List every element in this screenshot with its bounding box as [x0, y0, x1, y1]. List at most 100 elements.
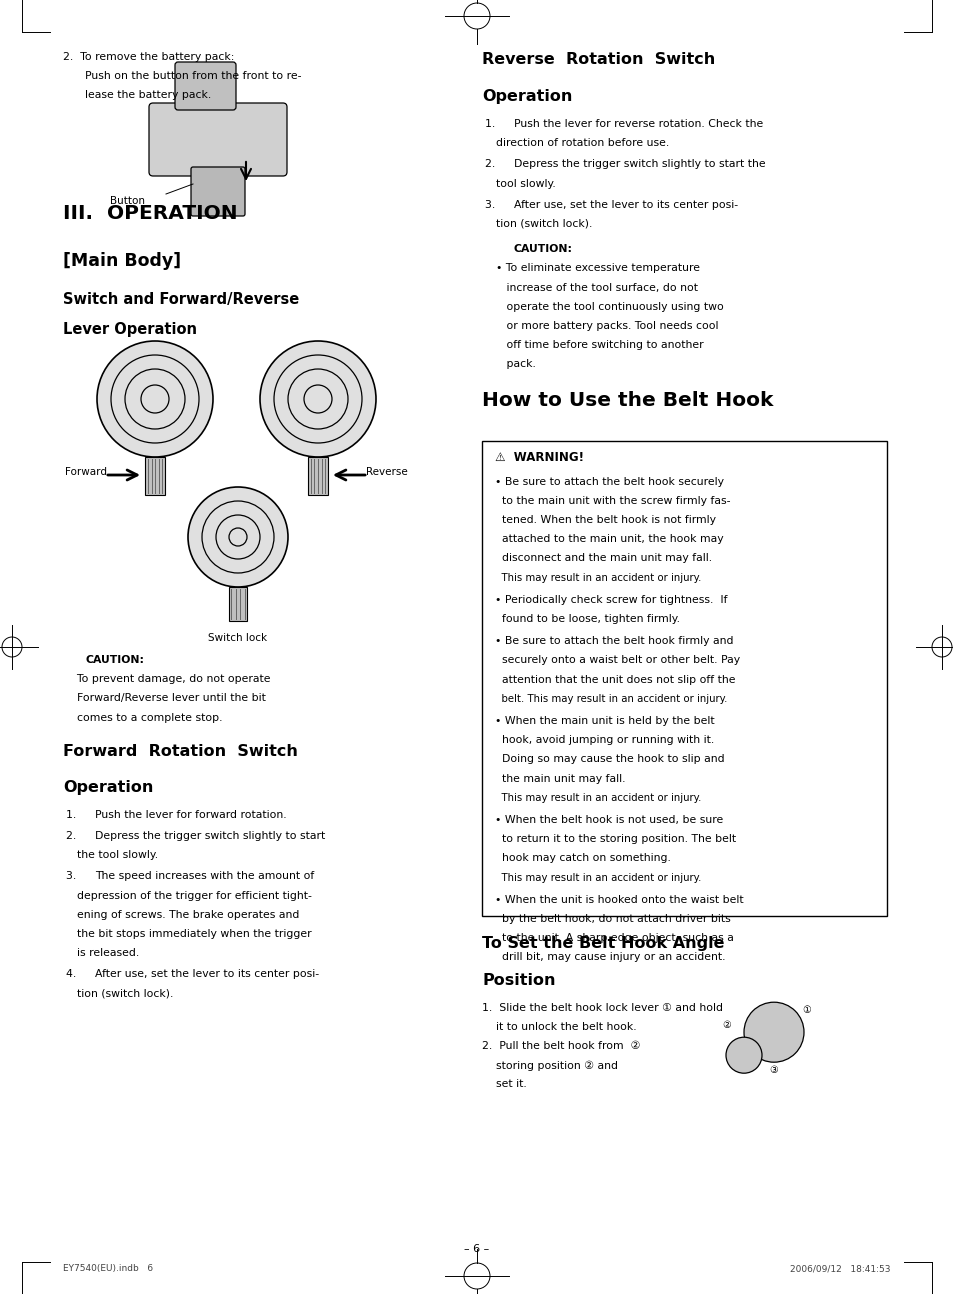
Text: storing position ② and: storing position ② and	[481, 1060, 618, 1070]
Text: Position: Position	[481, 973, 555, 987]
FancyBboxPatch shape	[149, 104, 287, 176]
Text: Push on the button from the front to re-: Push on the button from the front to re-	[85, 71, 301, 82]
Text: securely onto a waist belt or other belt. Pay: securely onto a waist belt or other belt…	[495, 655, 740, 665]
Text: is released.: is released.	[63, 949, 139, 958]
Text: Reverse: Reverse	[366, 467, 407, 477]
Text: found to be loose, tighten firmly.: found to be loose, tighten firmly.	[495, 613, 679, 624]
Text: Forward/Reverse lever until the bit: Forward/Reverse lever until the bit	[63, 694, 266, 704]
Text: attached to the main unit, the hook may: attached to the main unit, the hook may	[495, 534, 723, 545]
Text: EY7540(EU).indb   6: EY7540(EU).indb 6	[63, 1264, 153, 1273]
Text: pack.: pack.	[481, 360, 536, 369]
Text: Forward: Forward	[65, 467, 107, 477]
Text: depression of the trigger for efficient tight-: depression of the trigger for efficient …	[63, 890, 312, 901]
Circle shape	[97, 342, 213, 457]
Circle shape	[260, 342, 375, 457]
Text: to the main unit with the screw firmly fas-: to the main unit with the screw firmly f…	[495, 496, 730, 506]
Text: CAUTION:: CAUTION:	[514, 245, 573, 254]
Text: ⚠  WARNING!: ⚠ WARNING!	[495, 450, 583, 463]
Text: The speed increases with the amount of: The speed increases with the amount of	[95, 871, 314, 881]
Text: 2.  Pull the belt hook from  ②: 2. Pull the belt hook from ②	[481, 1040, 639, 1051]
Text: To prevent damage, do not operate: To prevent damage, do not operate	[63, 674, 271, 685]
Text: This may result in an accident or injury.: This may result in an accident or injury…	[495, 793, 700, 802]
Text: • To eliminate excessive temperature: • To eliminate excessive temperature	[481, 264, 700, 273]
Text: 2.: 2.	[484, 159, 501, 170]
Text: Operation: Operation	[481, 89, 572, 104]
Text: • Be sure to attach the belt hook firmly and: • Be sure to attach the belt hook firmly…	[495, 637, 733, 646]
FancyBboxPatch shape	[191, 167, 245, 216]
Text: belt. This may result in an accident or injury.: belt. This may result in an accident or …	[495, 694, 726, 704]
Text: Depress the trigger switch slightly to start: Depress the trigger switch slightly to s…	[95, 831, 325, 841]
Text: ②: ②	[721, 1020, 731, 1030]
Text: tool slowly.: tool slowly.	[481, 179, 556, 189]
Text: – 6 –: – 6 –	[464, 1244, 489, 1254]
Bar	[308, 457, 328, 496]
Text: off time before switching to another: off time before switching to another	[481, 340, 703, 351]
Text: 2.: 2.	[66, 831, 83, 841]
Text: hook, avoid jumping or running with it.: hook, avoid jumping or running with it.	[495, 735, 714, 745]
Text: • When the belt hook is not used, be sure: • When the belt hook is not used, be sur…	[495, 815, 722, 826]
Text: ening of screws. The brake operates and: ening of screws. The brake operates and	[63, 910, 299, 920]
Text: 1.  Slide the belt hook lock lever ① and hold: 1. Slide the belt hook lock lever ① and …	[481, 1003, 722, 1013]
Bar	[481, 440, 886, 916]
Text: or more battery packs. Tool needs cool: or more battery packs. Tool needs cool	[481, 321, 718, 331]
Text: direction of rotation before use.: direction of rotation before use.	[481, 138, 669, 149]
Text: drill bit, may cause injury or an accident.: drill bit, may cause injury or an accide…	[495, 952, 724, 963]
Text: 1.: 1.	[484, 119, 501, 129]
Text: CAUTION:: CAUTION:	[85, 655, 144, 665]
Text: set it.: set it.	[481, 1079, 526, 1090]
Text: III.  OPERATION: III. OPERATION	[63, 204, 237, 223]
Text: attention that the unit does not slip off the: attention that the unit does not slip of…	[495, 674, 735, 685]
Text: 1.: 1.	[66, 810, 83, 820]
Circle shape	[188, 487, 288, 587]
Text: 3.: 3.	[66, 871, 83, 881]
Text: • When the unit is hooked onto the waist belt: • When the unit is hooked onto the waist…	[495, 894, 742, 905]
Text: tion (switch lock).: tion (switch lock).	[481, 219, 592, 229]
Text: to the unit. A sharp edge object, such as a: to the unit. A sharp edge object, such a…	[495, 933, 733, 943]
Text: How to Use the Belt Hook: How to Use the Belt Hook	[481, 391, 773, 410]
Text: it to unlock the belt hook.: it to unlock the belt hook.	[481, 1022, 636, 1031]
Text: After use, set the lever to its center posi-: After use, set the lever to its center p…	[514, 199, 738, 210]
Text: tion (switch lock).: tion (switch lock).	[63, 989, 173, 999]
Text: • Be sure to attach the belt hook securely: • Be sure to attach the belt hook secure…	[495, 476, 723, 487]
Text: Push the lever for forward rotation.: Push the lever for forward rotation.	[95, 810, 286, 820]
Text: 3.: 3.	[484, 199, 501, 210]
Text: This may result in an accident or injury.: This may result in an accident or injury…	[495, 872, 700, 883]
Text: To Set the Belt Hook Angle: To Set the Belt Hook Angle	[481, 936, 723, 951]
Text: 4.: 4.	[66, 969, 83, 980]
Text: ③: ③	[769, 1065, 778, 1075]
Bar	[145, 457, 165, 496]
Text: disconnect and the main unit may fall.: disconnect and the main unit may fall.	[495, 554, 711, 563]
Text: increase of the tool surface, do not: increase of the tool surface, do not	[481, 282, 698, 292]
Text: ①: ①	[801, 1005, 810, 1016]
Circle shape	[725, 1038, 761, 1073]
Bar	[229, 587, 247, 621]
Text: Button: Button	[110, 195, 145, 206]
Text: by the belt hook, do not attach driver bits: by the belt hook, do not attach driver b…	[495, 914, 730, 924]
Text: Forward  Rotation  Switch: Forward Rotation Switch	[63, 744, 297, 758]
FancyBboxPatch shape	[174, 62, 235, 110]
Text: Push the lever for reverse rotation. Check the: Push the lever for reverse rotation. Che…	[514, 119, 762, 129]
Text: the tool slowly.: the tool slowly.	[63, 850, 158, 861]
Text: lease the battery pack.: lease the battery pack.	[85, 91, 211, 101]
Text: After use, set the lever to its center posi-: After use, set the lever to its center p…	[95, 969, 319, 980]
Text: This may result in an accident or injury.: This may result in an accident or injury…	[495, 573, 700, 582]
Text: Doing so may cause the hook to slip and: Doing so may cause the hook to slip and	[495, 754, 724, 765]
Text: Operation: Operation	[63, 780, 153, 795]
Text: comes to a complete stop.: comes to a complete stop.	[63, 713, 222, 722]
Text: to return it to the storing position. The belt: to return it to the storing position. Th…	[495, 835, 736, 844]
Text: [Main Body]: [Main Body]	[63, 252, 181, 270]
Text: tened. When the belt hook is not firmly: tened. When the belt hook is not firmly	[495, 515, 716, 525]
Text: operate the tool continuously using two: operate the tool continuously using two	[481, 302, 723, 312]
Text: • Periodically check screw for tightness.  If: • Periodically check screw for tightness…	[495, 595, 727, 604]
Text: the bit stops immediately when the trigger: the bit stops immediately when the trigg…	[63, 929, 312, 939]
Text: 2.  To remove the battery pack:: 2. To remove the battery pack:	[63, 52, 234, 62]
Text: Reverse  Rotation  Switch: Reverse Rotation Switch	[481, 52, 715, 67]
Text: • When the main unit is held by the belt: • When the main unit is held by the belt	[495, 716, 714, 726]
Text: 2006/09/12   18:41:53: 2006/09/12 18:41:53	[790, 1264, 890, 1273]
Circle shape	[743, 1002, 803, 1062]
Text: Depress the trigger switch slightly to start the: Depress the trigger switch slightly to s…	[514, 159, 765, 170]
Text: the main unit may fall.: the main unit may fall.	[495, 774, 625, 784]
Text: Switch and Forward/Reverse: Switch and Forward/Reverse	[63, 292, 299, 307]
Text: hook may catch on something.: hook may catch on something.	[495, 854, 670, 863]
Text: Switch lock: Switch lock	[208, 633, 267, 643]
